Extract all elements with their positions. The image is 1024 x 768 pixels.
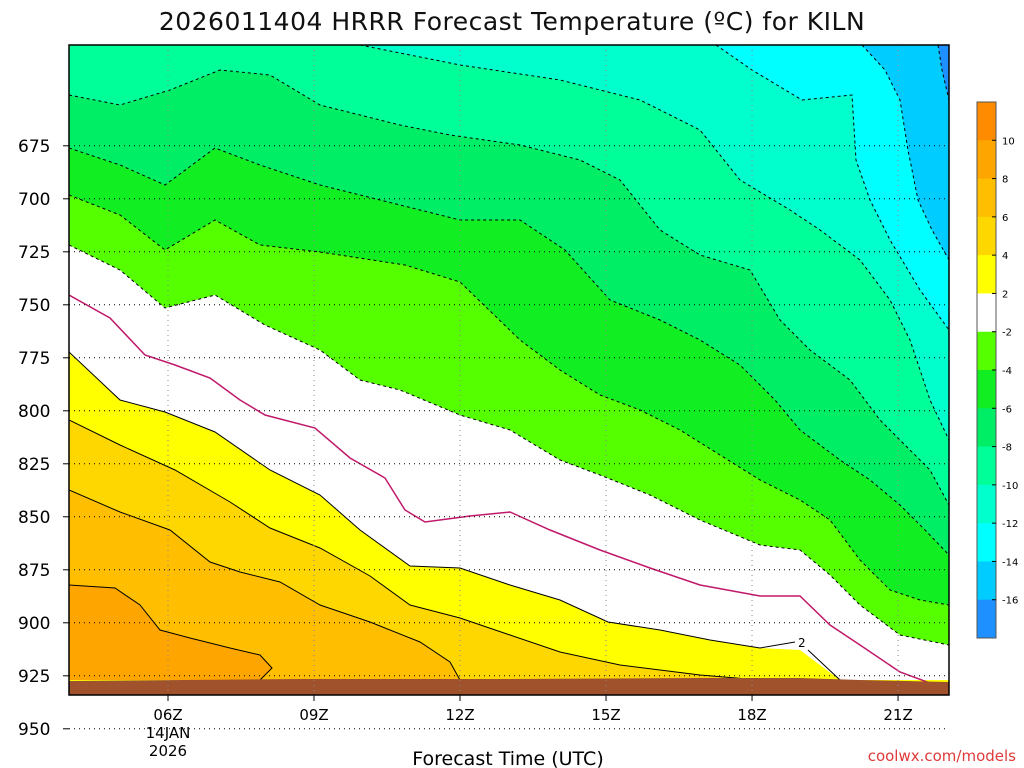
plot-frame — [68, 44, 950, 696]
colorbar-swatch — [977, 216, 996, 256]
grid — [69, 45, 949, 730]
colorbar-swatch — [977, 561, 996, 601]
contour-neg4 — [69, 194, 949, 606]
contour-neg16 — [937, 45, 949, 101]
contour-neg12 — [715, 45, 949, 331]
colorbar-swatch — [977, 408, 996, 448]
y-tick-label: 725 — [18, 243, 50, 263]
colorbar-tick-label: -2 — [1002, 328, 1012, 339]
x-date-label: 14JAN — [146, 724, 191, 742]
colorbar-swatch — [977, 140, 996, 180]
colorbar-tick-label: 4 — [1002, 251, 1008, 262]
y-tick-label: 825 — [18, 455, 50, 475]
contour-8 — [69, 584, 273, 681]
x-tick-label: 21Z — [883, 706, 912, 724]
y-tick-label: 675 — [18, 137, 50, 157]
colorbar-swatch — [977, 484, 996, 524]
y-tick-label: 850 — [18, 508, 50, 528]
x-tick-label: 06Z — [153, 706, 182, 724]
x-tick-label: 09Z — [299, 706, 328, 724]
colorbar-swatch — [977, 370, 996, 409]
colorbar-tick-label: -8 — [1002, 443, 1012, 454]
x-tick-label: 15Z — [591, 706, 620, 724]
colorbar-swatch — [977, 446, 996, 486]
ground — [69, 678, 949, 695]
contour-4 — [69, 419, 761, 681]
y-tick-label: 800 — [18, 402, 50, 422]
colorbar-swatch — [977, 178, 996, 218]
x-axis-label: Forecast Time (UTC) — [412, 748, 603, 768]
temperature-fill-layer — [69, 45, 949, 695]
contour-neg2 — [69, 244, 949, 646]
colorbar-swatch — [977, 599, 996, 639]
y-axis: 675 700 725 750 775 800 825 850 875 900 925 950 — [18, 137, 69, 740]
colorbar-swatch — [977, 331, 996, 371]
contour-neg10 — [359, 45, 949, 441]
colorbar-swatch — [977, 255, 996, 294]
y-tick-label: 700 — [18, 190, 50, 210]
colorbar: 10 8 6 4 2 -2 -4 -6 -8 -10 -12 -14 -16 — [976, 101, 1018, 639]
colorbar-tick-label: 2 — [1002, 289, 1008, 300]
colorbar-tick-label: -10 — [1002, 481, 1018, 492]
x-tick-label: 18Z — [737, 706, 766, 724]
colorbar-swatch — [977, 293, 996, 333]
colorbar-swatch — [977, 102, 996, 141]
y-tick-label: 775 — [18, 349, 50, 369]
x-year-label: 2026 — [149, 742, 187, 760]
contour-zero — [69, 294, 949, 691]
y-tick-label: 750 — [18, 296, 50, 316]
colorbar-tick-label: -16 — [1002, 596, 1018, 607]
contour-neg6 — [69, 147, 949, 556]
colorbar-tick-label: 10 — [1002, 136, 1015, 147]
colorbar-tick-label: -12 — [1002, 519, 1018, 530]
y-tick-label: 875 — [18, 561, 50, 581]
y-tick-label: 925 — [18, 667, 50, 687]
colorbar-tick-label: -6 — [1002, 404, 1012, 415]
contour-2 — [69, 351, 841, 681]
contour-6 — [69, 489, 461, 681]
colorbar-tick-label: -14 — [1002, 557, 1018, 568]
colorbar-tick-label: -4 — [1002, 366, 1012, 377]
credit-text: coolwx.com/models — [868, 747, 1016, 765]
y-tick-label: 950 — [18, 720, 50, 740]
colorbar-swatch — [977, 523, 996, 562]
contour-layer — [69, 45, 949, 691]
colorbar-tick-label: 6 — [1002, 213, 1008, 224]
colorbar-tick-label: 8 — [1002, 175, 1008, 186]
band-8-10 — [69, 585, 272, 680]
chart-title: 2026011404 HRRR Forecast Temperature (ºC… — [159, 7, 865, 36]
contour-neg8 — [69, 69, 949, 506]
contour-label: 2 — [798, 636, 806, 650]
y-tick-label: 900 — [18, 614, 50, 634]
x-tick-label: 12Z — [445, 706, 474, 724]
